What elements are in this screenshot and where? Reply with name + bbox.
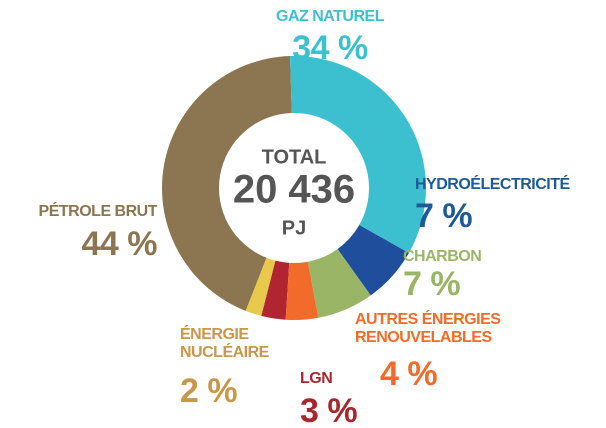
value-label: 7 % bbox=[403, 265, 461, 303]
slice bbox=[161, 56, 292, 311]
category-label: ÉNERGIE NUCLÉAIRE bbox=[180, 326, 269, 361]
slice bbox=[245, 257, 276, 316]
center-total: 20 436 bbox=[233, 168, 355, 212]
category-label: GAZ NATUREL bbox=[276, 8, 384, 25]
value-label: 2 % bbox=[180, 372, 238, 410]
slice bbox=[261, 260, 290, 320]
center-unit: PJ bbox=[282, 217, 306, 239]
value-label: 34 % bbox=[292, 29, 368, 67]
center-label: TOTAL bbox=[262, 146, 327, 168]
value-label: 4 % bbox=[380, 355, 438, 393]
category-label: LGN bbox=[300, 370, 333, 387]
slice bbox=[285, 261, 319, 320]
slice bbox=[337, 224, 409, 296]
value-label: 3 % bbox=[300, 392, 358, 428]
category-label: CHARBON bbox=[403, 248, 482, 265]
category-label: AUTRES ÉNERGIES RENOUVELABLES bbox=[355, 311, 501, 346]
category-label: HYDROÉLECTRICITÉ bbox=[415, 176, 570, 193]
slice bbox=[290, 56, 426, 253]
slice bbox=[307, 248, 371, 318]
value-label: 7 % bbox=[415, 197, 473, 235]
category-label: PÉTROLE BRUT bbox=[38, 203, 158, 220]
value-label: 44 % bbox=[81, 225, 158, 263]
